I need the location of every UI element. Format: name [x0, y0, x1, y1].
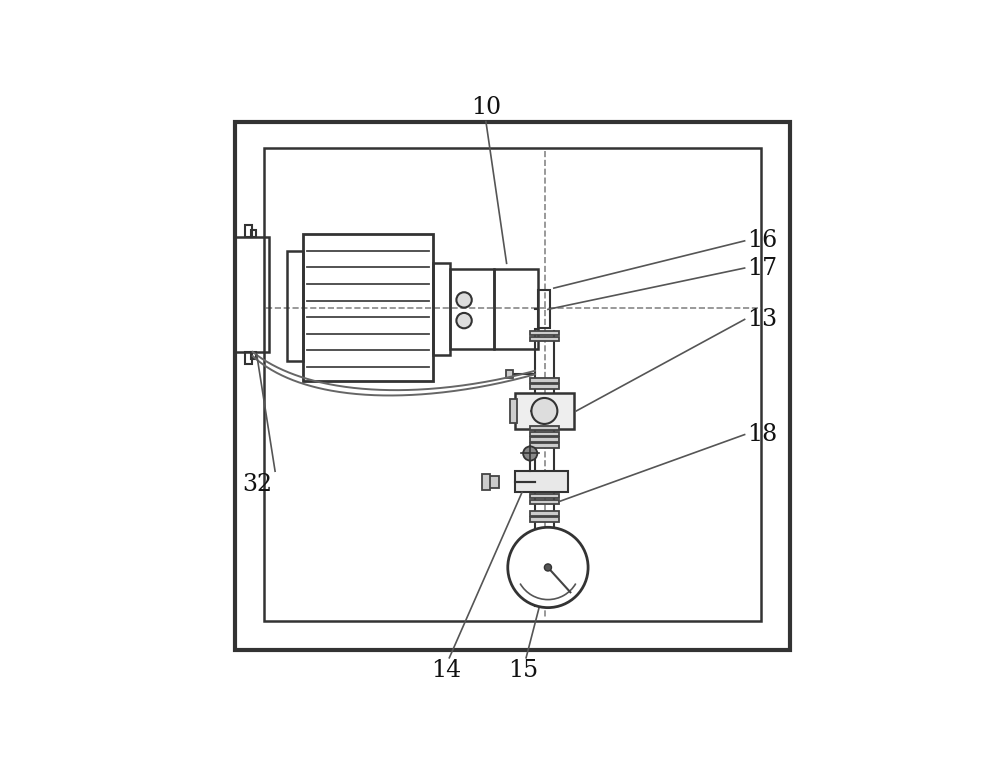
Bar — [530, 432, 559, 436]
Circle shape — [508, 527, 588, 607]
Bar — [530, 384, 559, 389]
Bar — [235, 121, 790, 650]
Bar — [530, 517, 559, 522]
Bar — [510, 399, 517, 423]
Bar — [433, 263, 450, 355]
Bar — [530, 426, 559, 430]
Text: 10: 10 — [471, 96, 501, 119]
Circle shape — [523, 446, 537, 460]
Bar — [530, 443, 559, 448]
Bar — [530, 331, 559, 335]
Bar — [506, 370, 513, 378]
Bar — [530, 437, 559, 442]
Bar — [530, 494, 559, 499]
Bar — [450, 269, 494, 349]
Circle shape — [456, 292, 472, 308]
Bar — [303, 234, 433, 381]
Bar — [251, 352, 256, 359]
Circle shape — [531, 398, 557, 424]
Circle shape — [456, 313, 472, 328]
Bar — [538, 290, 550, 328]
Bar — [530, 378, 559, 383]
Bar — [264, 148, 761, 621]
Bar — [245, 225, 252, 237]
Text: 32: 32 — [242, 473, 272, 496]
Bar — [235, 237, 269, 352]
Text: 13: 13 — [748, 308, 778, 331]
Bar — [251, 229, 256, 237]
Bar — [494, 269, 538, 349]
Bar — [482, 474, 490, 489]
Bar — [245, 352, 252, 364]
Bar — [530, 512, 559, 516]
Bar — [515, 471, 568, 492]
Text: 18: 18 — [748, 423, 778, 446]
Bar — [515, 393, 574, 429]
Text: 14: 14 — [431, 659, 461, 682]
Text: 17: 17 — [748, 256, 778, 279]
Text: 16: 16 — [748, 229, 778, 252]
Bar — [287, 252, 303, 360]
Bar — [486, 476, 499, 488]
Circle shape — [544, 564, 551, 571]
Text: 15: 15 — [508, 659, 538, 682]
Bar — [530, 337, 559, 341]
Bar — [530, 499, 559, 504]
